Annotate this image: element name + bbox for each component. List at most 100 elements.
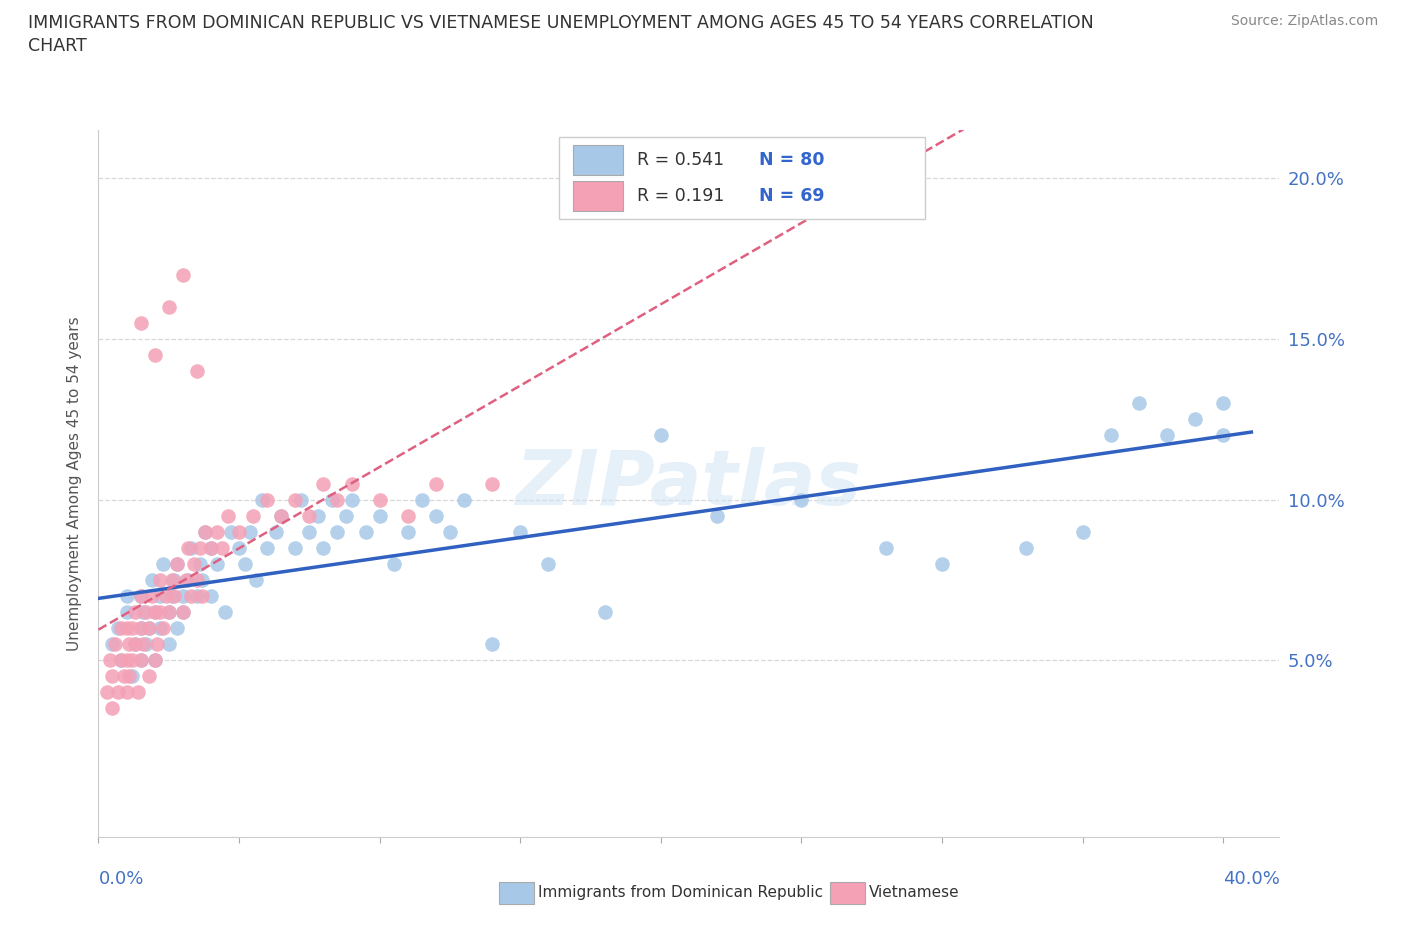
Point [157,299,180,314]
Point [146,637,169,652]
Point [127,685,149,700]
Point [110,653,132,668]
Point [183,556,205,571]
Point [1015,540,1038,555]
Point [157,604,180,619]
Point [790,492,813,507]
Point [439,525,461,539]
Point [141,589,163,604]
Point [191,589,214,604]
Point [129,620,152,635]
Point [200,589,222,604]
Point [1184,412,1206,427]
Point [129,620,152,635]
Point [172,267,194,282]
Point [194,525,217,539]
Point [135,604,157,619]
Point [1071,525,1094,539]
Point [312,540,335,555]
Point [1212,396,1234,411]
Point [228,540,250,555]
Text: ZIPatlas: ZIPatlas [516,446,862,521]
Point [411,492,433,507]
Point [124,604,146,619]
Point [174,573,197,588]
Point [157,637,180,652]
Point [118,637,141,652]
Point [298,525,321,539]
FancyBboxPatch shape [560,138,925,219]
Point [166,556,188,571]
Point [115,653,138,668]
Point [233,556,256,571]
Point [112,669,135,684]
Point [290,492,312,507]
Point [135,637,157,652]
Text: R = 0.541: R = 0.541 [637,151,724,169]
Point [239,525,262,539]
Point [121,620,143,635]
Point [228,525,250,539]
Point [250,492,273,507]
Point [270,509,292,524]
Point [149,604,172,619]
Point [312,476,335,491]
Point [256,492,278,507]
Point [321,492,343,507]
Point [194,525,217,539]
Text: R = 0.191: R = 0.191 [637,187,724,205]
Point [217,509,239,524]
Point [396,525,419,539]
Point [163,589,186,604]
Point [149,589,172,604]
Point [205,556,228,571]
Point [107,685,129,700]
Point [129,653,152,668]
Point [98,653,121,668]
Point [110,653,132,668]
Point [152,620,174,635]
Point [354,525,377,539]
Point [160,573,183,588]
Text: N = 80: N = 80 [759,151,824,169]
Point [143,653,166,668]
Point [96,685,118,700]
Point [340,476,363,491]
Point [188,556,211,571]
Point [368,509,391,524]
Point [425,509,447,524]
Point [1128,396,1150,411]
Point [115,589,138,604]
Point [138,669,160,684]
Point [172,604,194,619]
Point [368,492,391,507]
Text: 40.0%: 40.0% [1223,870,1279,887]
Text: N = 69: N = 69 [759,187,824,205]
Point [593,604,616,619]
Point [101,669,124,684]
Point [219,525,242,539]
Point [211,540,233,555]
Point [481,637,503,652]
Point [157,604,180,619]
Point [1156,428,1178,443]
Point [143,348,166,363]
Point [143,653,166,668]
Point [138,620,160,635]
Point [115,685,138,700]
Point [326,525,349,539]
Text: IMMIGRANTS FROM DOMINICAN REPUBLIC VS VIETNAMESE UNEMPLOYMENT AMONG AGES 45 TO 5: IMMIGRANTS FROM DOMINICAN REPUBLIC VS VI… [28,14,1094,32]
Text: 0.0%: 0.0% [98,870,143,887]
Point [143,604,166,619]
Point [124,637,146,652]
Point [177,540,200,555]
Point [256,540,278,555]
Point [214,604,236,619]
Point [875,540,897,555]
Point [706,509,728,524]
Point [138,620,160,635]
Point [180,589,202,604]
Point [931,556,953,571]
Point [115,604,138,619]
Point [284,492,307,507]
